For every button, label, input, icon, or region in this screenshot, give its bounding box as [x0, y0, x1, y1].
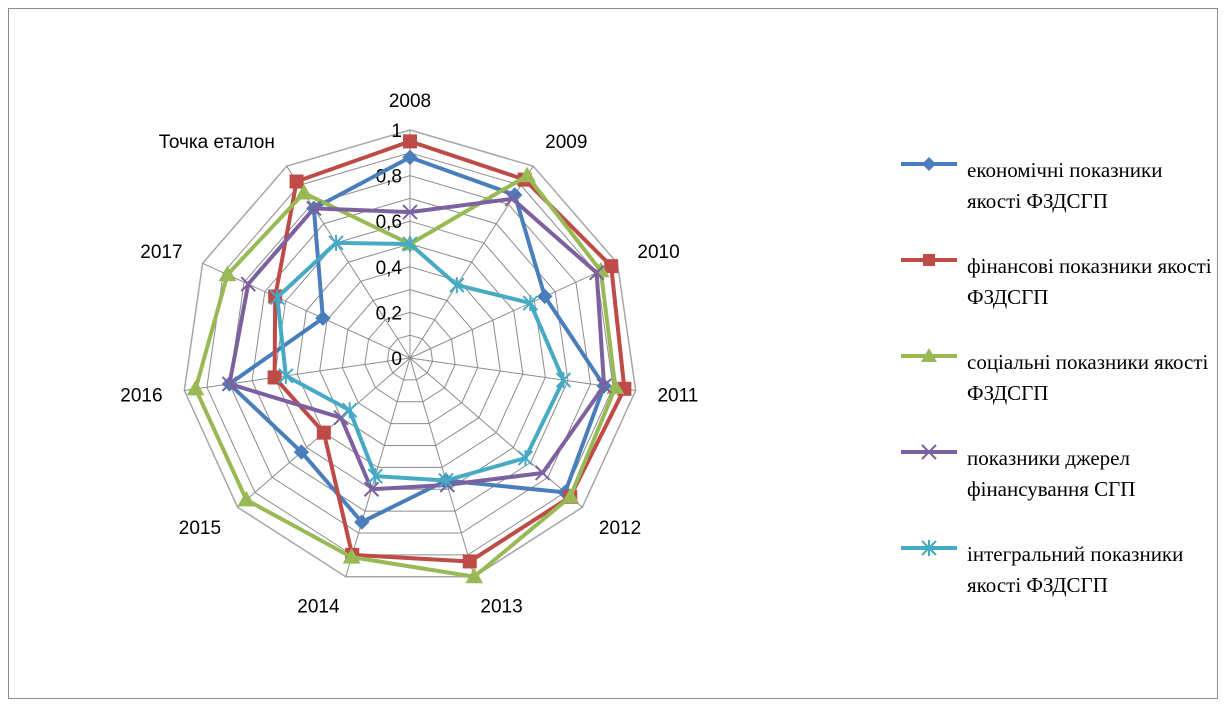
- data-point-marker: [342, 548, 361, 564]
- data-point-marker: [402, 204, 418, 220]
- data-point-marker: [240, 276, 256, 292]
- category-label: 2014: [297, 597, 340, 618]
- category-label: 2011: [657, 386, 698, 407]
- data-point-marker: [367, 468, 384, 485]
- data-point-marker: [267, 370, 282, 385]
- data-point-marker: [596, 378, 612, 394]
- data-point-marker: [289, 174, 304, 189]
- grid-spoke: [409, 357, 475, 577]
- data-point-marker: [341, 402, 358, 419]
- legend-label: соціальні показники якості ФЗДСГП: [967, 350, 1209, 405]
- grid-ring: [274, 220, 546, 490]
- category-label: 2010: [637, 242, 679, 263]
- axis-tick-label: 0,4: [376, 258, 403, 279]
- data-point-marker: [269, 289, 285, 306]
- legend-label: фінансові показники якості ФЗДСГП: [967, 254, 1212, 309]
- axis-tick-label: 0,2: [376, 303, 402, 324]
- category-label: 2016: [120, 386, 162, 407]
- data-point-marker: [555, 372, 572, 389]
- grid-spoke: [345, 357, 411, 577]
- data-point-marker: [402, 236, 418, 252]
- data-point-marker: [606, 378, 625, 395]
- grid-ring: [386, 334, 434, 381]
- grid-ring: [183, 129, 637, 578]
- data-point-marker: [295, 184, 313, 200]
- data-point-marker: [403, 134, 417, 149]
- axis-tick-label: 0,6: [376, 212, 402, 233]
- category-label: 2013: [480, 597, 522, 618]
- data-point-marker: [221, 376, 238, 392]
- data-point-marker: [306, 200, 322, 217]
- category-label: 2009: [545, 132, 587, 153]
- grid-spoke: [409, 357, 583, 508]
- radar-chart: 00,20,40,60,8120082009201020112012201320…: [120, 91, 698, 618]
- legend-item: фінансові показники якості ФЗДСГП: [897, 247, 1227, 343]
- legend-item: соціальні показники якості ФЗДСГП: [897, 343, 1227, 439]
- axis-tick-label: 0: [391, 349, 402, 370]
- data-point-marker: [438, 472, 454, 489]
- grid-ring: [251, 197, 569, 512]
- series-line: [193, 173, 618, 579]
- legend-item: інтегральний показники якості ФЗДСГП: [897, 535, 1227, 631]
- legend-marker-icon: [901, 254, 957, 266]
- grid-ring: [228, 175, 592, 534]
- grid-spoke: [409, 262, 618, 359]
- data-point-marker: [588, 265, 605, 281]
- grid-ring: [341, 289, 479, 425]
- axis-tick-label: 1: [391, 121, 402, 142]
- chart-area: 0 0,2 0,4 0,6 0,8 1 2008 2009 2010 2011 2012 2013 20…: [8, 8, 1218, 699]
- series-line: [272, 139, 627, 564]
- legend-label: показники джерел фінансування СГП: [967, 446, 1136, 501]
- data-point-marker: [363, 481, 380, 497]
- data-point-marker: [504, 191, 521, 207]
- data-point-marker: [462, 554, 477, 569]
- data-point-marker: [449, 277, 465, 294]
- data-point-marker: [186, 379, 205, 396]
- category-label: 2015: [179, 518, 221, 539]
- data-point-marker: [278, 367, 294, 384]
- data-point-marker: [328, 234, 344, 251]
- category-label: 2017: [140, 242, 182, 263]
- legend-item: економічні показники якості ФЗДСГП: [897, 151, 1227, 247]
- category-label: 2008: [389, 91, 431, 112]
- grid-ring: [319, 266, 501, 447]
- data-point-marker: [517, 450, 534, 467]
- legend-label: економічні показники якості ФЗДСГП: [967, 158, 1163, 213]
- data-point-marker: [518, 166, 536, 183]
- data-point-marker: [237, 490, 256, 507]
- grid-ring: [364, 311, 456, 403]
- category-label: Точка еталон: [159, 132, 275, 153]
- data-point-marker: [316, 425, 331, 440]
- legend: економічні показники якості ФЗДСГП фінанс…: [897, 151, 1227, 631]
- data-point-marker: [218, 265, 237, 282]
- data-point-marker: [604, 259, 619, 274]
- series-line: [227, 155, 607, 525]
- legend-marker-icon: [901, 540, 957, 556]
- series-line: [275, 240, 566, 483]
- category-label: 2012: [599, 518, 641, 539]
- data-point-marker: [402, 149, 418, 166]
- data-point-marker: [354, 514, 370, 530]
- data-point-marker: [534, 465, 551, 481]
- data-point-marker: [315, 310, 331, 326]
- grid-spoke: [202, 262, 411, 359]
- series-line: [227, 196, 607, 492]
- data-point-marker: [522, 295, 538, 312]
- data-point-marker: [537, 288, 553, 305]
- legend-label: інтегральний показники якості ФЗДСГП: [967, 542, 1184, 597]
- grid-ring: [206, 152, 614, 556]
- data-point-marker: [561, 487, 580, 504]
- legend-marker-icon: [901, 348, 957, 362]
- legend-marker-icon: [901, 444, 957, 460]
- grid-spoke: [184, 357, 411, 391]
- data-point-marker: [465, 567, 484, 584]
- data-point-marker: [293, 444, 310, 460]
- grid-ring: [296, 243, 524, 468]
- legend-marker-icon: [901, 157, 957, 171]
- legend-item: показники джерел фінансування СГП: [897, 439, 1227, 535]
